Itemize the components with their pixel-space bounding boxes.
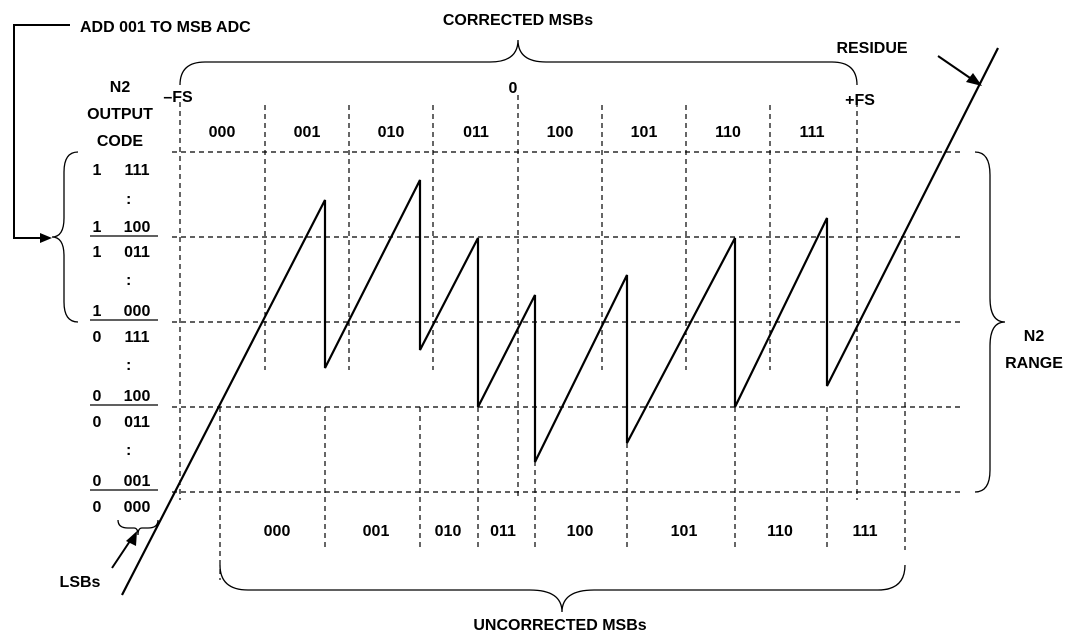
output-code-msb: 0 (93, 473, 102, 490)
n2-range-label-2: RANGE (1005, 355, 1063, 372)
add-001-arrow-head (40, 233, 52, 243)
output-code-lsb: 011 (124, 244, 150, 261)
zero-label: 0 (509, 80, 518, 97)
lsbs-arrow-head (126, 531, 137, 546)
output-code-lsb: 111 (125, 329, 150, 346)
lsbs-arrow-line (111, 537, 133, 569)
residue-arrow-head (966, 73, 982, 86)
add-001-brace (51, 151, 79, 323)
uncorrected-code: 001 (363, 523, 390, 540)
uncorrected-code: 100 (567, 523, 594, 540)
corrected-code: 100 (547, 124, 574, 141)
output-code-underlines (90, 235, 158, 491)
ellipsis-mark: : (126, 191, 131, 208)
corrected-code: 001 (294, 124, 321, 141)
corrected-code: 110 (715, 124, 741, 141)
output-code-lsb: 000 (124, 303, 151, 320)
corrected-code: 011 (463, 124, 489, 141)
horizontal-grid-lines (172, 151, 960, 493)
corrected-code: 000 (209, 124, 236, 141)
uncorrected-code: 010 (435, 523, 462, 540)
uncorrected-code: 000 (264, 523, 291, 540)
corrected-code: 101 (631, 124, 658, 141)
n2-range-brace (974, 151, 1006, 493)
uncorrected-code: 101 (671, 523, 698, 540)
corrected-code-row: 000 001 010 011 100 101 110 111 (209, 124, 825, 141)
add-001-arrow-line (13, 24, 70, 239)
output-code-msb: 0 (93, 414, 102, 431)
n2-output-label: N2 (110, 79, 131, 96)
corrected-msbs-title: CORRECTED MSBs (443, 12, 593, 29)
ellipsis-mark: : (126, 357, 131, 374)
uncorrected-code: 111 (853, 523, 878, 540)
output-code-lsb: 111 (125, 162, 150, 179)
corrected-region-dividers (179, 95, 858, 500)
ellipsis-mark: : (126, 442, 131, 459)
output-code-msb: 1 (93, 303, 102, 320)
output-code-lsb: 100 (124, 388, 151, 405)
uncorrected-region-dividers (219, 240, 906, 580)
code-label: CODE (97, 133, 144, 150)
plus-fs-label: +FS (845, 92, 875, 109)
uncorrected-code: 011 (490, 523, 516, 540)
corrected-code: 111 (800, 124, 825, 141)
corrected-code: 010 (378, 124, 405, 141)
lsbs-label: LSBs (60, 574, 101, 591)
output-code-lsb: 000 (124, 499, 151, 516)
output-code-msb: 1 (93, 162, 102, 179)
lsbs-brace (117, 519, 159, 536)
add-001-label: ADD 001 TO MSB ADC (80, 19, 251, 36)
output-code-msb: 0 (93, 329, 102, 346)
ellipsis-mark: : (126, 272, 131, 289)
uncorrected-msbs-title: UNCORRECTED MSBs (473, 617, 646, 634)
output-code-msb: 1 (93, 244, 102, 261)
output-code-lsb: 100 (124, 219, 151, 236)
output-label: OUTPUT (87, 106, 153, 123)
residue-trace (121, 47, 999, 596)
residue-arrow-line (937, 55, 974, 81)
output-code-lsb: 001 (124, 473, 151, 490)
output-code-msb: 1 (93, 219, 102, 236)
uncorrected-code: 110 (767, 523, 793, 540)
corrected-msbs-brace (179, 39, 858, 86)
output-code-column: 1 111 : 1 100 1 011 : 1 000 0 111 : 0 10… (93, 162, 151, 516)
uncorrected-code-row: 000 001 010 011 100 101 110 111 (264, 523, 878, 540)
output-code-msb: 0 (93, 499, 102, 516)
residue-label: RESIDUE (836, 40, 907, 57)
minus-fs-label: –FS (163, 89, 193, 106)
uncorrected-msbs-brace (219, 564, 906, 613)
output-code-lsb: 011 (124, 414, 150, 431)
output-code-msb: 0 (93, 388, 102, 405)
n2-range-label-1: N2 (1024, 328, 1045, 345)
